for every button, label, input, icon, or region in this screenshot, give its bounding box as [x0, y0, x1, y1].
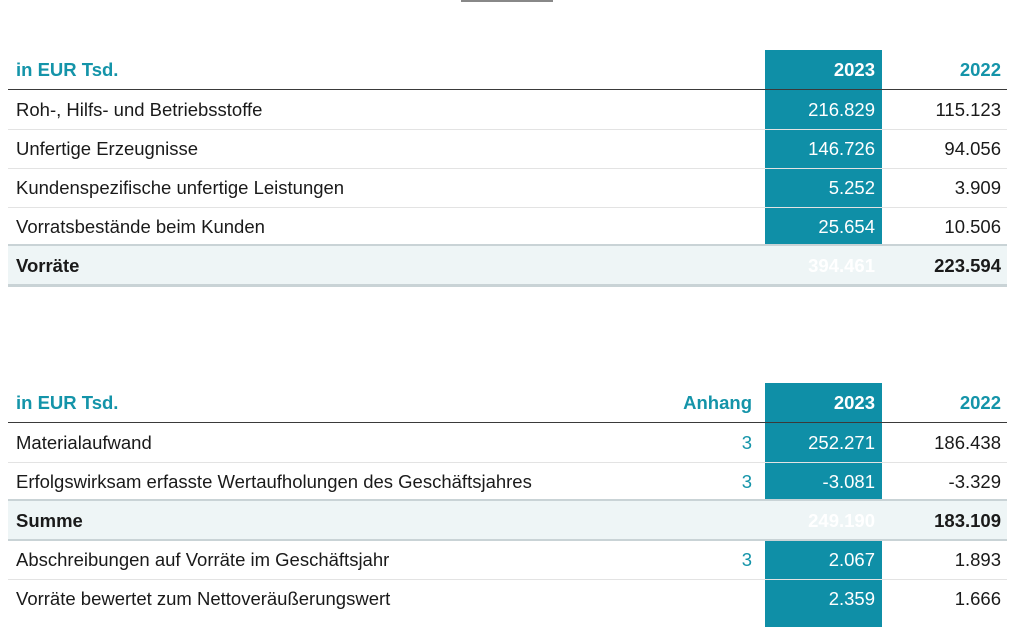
value-2022: 10.506: [944, 216, 1001, 237]
value-2023: 146.726: [808, 138, 875, 159]
value-2023: 216.829: [808, 99, 875, 120]
value-2022: 1.666: [954, 588, 1001, 609]
value-2023: 2.359: [828, 588, 875, 609]
table-row: Abschreibungen auf Vorräte im Geschäftsj…: [8, 540, 1007, 580]
col-2022-header: 2022: [959, 392, 1001, 413]
table-row: Roh-, Hilfs- und Betriebsstoffe 216.829 …: [8, 90, 1007, 130]
anhang-ref: 3: [741, 549, 752, 570]
table-row: Vorräte bewertet zum Nettoveräußerungswe…: [8, 579, 1007, 618]
page-top-divider: [461, 0, 553, 2]
table-row: Kundenspezifische unfertige Leistungen 5…: [8, 168, 1007, 208]
value-2023: -3.081: [822, 471, 875, 492]
col-2022-header: 2022: [959, 59, 1001, 80]
value-2022: 115.123: [935, 99, 1002, 120]
total-2023: 249.190: [808, 510, 875, 531]
row-label: Erfolgswirksam erfasste Wertaufholungen …: [16, 471, 532, 492]
unit-label: in EUR Tsd.: [16, 59, 119, 80]
total-label: Summe: [16, 510, 83, 531]
anhang-header: Anhang: [683, 392, 752, 413]
row-label: Roh-, Hilfs- und Betriebsstoffe: [16, 99, 263, 120]
value-2022: -3.329: [948, 471, 1001, 492]
row-label: Kundenspezifische unfertige Leistungen: [16, 177, 345, 198]
value-2023: 2.067: [828, 549, 875, 570]
total-row: Vorräte 394.461 223.594: [8, 244, 1007, 287]
row-label: Vorratsbestände beim Kunden: [16, 216, 265, 237]
table-header: in EUR Tsd. Anhang 2023 2022: [8, 383, 1007, 423]
total-2023: 394.461: [808, 255, 875, 276]
table-row: Vorratsbestände beim Kunden 25.654 10.50…: [8, 207, 1007, 246]
value-2023: 252.271: [808, 432, 875, 453]
value-2022: 1.893: [954, 549, 1001, 570]
value-2022: 3.909: [954, 177, 1001, 198]
value-2023: 25.654: [818, 216, 875, 237]
value-2022: 186.438: [934, 432, 1001, 453]
row-label: Unfertige Erzeugnisse: [16, 138, 199, 159]
anhang-ref: 3: [741, 432, 752, 453]
total-label: Vorräte: [16, 255, 80, 276]
col-2023-header: 2023: [833, 59, 875, 80]
row-label: Vorräte bewertet zum Nettoveräußerungswe…: [16, 588, 391, 609]
material-expense-table: in EUR Tsd. Anhang 2023 2022 Materialauf…: [8, 383, 1007, 627]
col-2023-header: 2023: [833, 392, 875, 413]
total-2022: 183.109: [934, 510, 1001, 531]
value-2023: 5.252: [828, 177, 875, 198]
table-row: Unfertige Erzeugnisse 146.726 94.056: [8, 129, 1007, 169]
table-row: Materialaufwand 3 252.271 186.438: [8, 423, 1007, 463]
table-header: in EUR Tsd. 2023 2022: [8, 50, 1007, 90]
anhang-ref: 3: [741, 471, 752, 492]
total-row: Summe 249.190 183.109: [8, 499, 1007, 541]
row-label: Abschreibungen auf Vorräte im Geschäftsj…: [16, 549, 390, 570]
table-row: Erfolgswirksam erfasste Wertaufholungen …: [8, 462, 1007, 501]
row-label: Materialaufwand: [16, 432, 152, 453]
total-2022: 223.594: [934, 255, 1001, 276]
inventory-table: in EUR Tsd. 2023 2022 Roh-, Hilfs- und B…: [8, 50, 1007, 287]
unit-label: in EUR Tsd.: [16, 392, 119, 413]
value-2022: 94.056: [944, 138, 1001, 159]
